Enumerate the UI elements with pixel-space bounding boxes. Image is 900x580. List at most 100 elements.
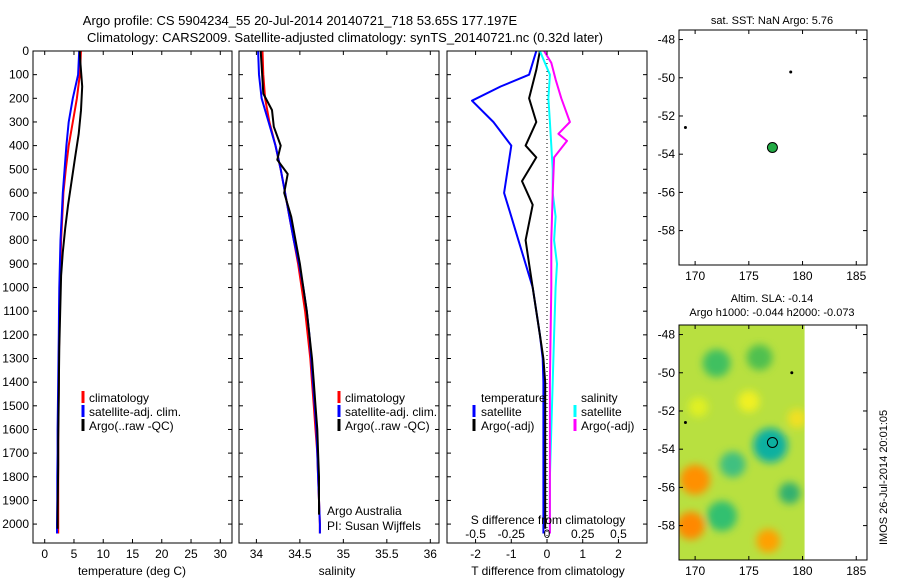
salinity-xtick-label: 35.5 bbox=[375, 547, 399, 561]
legend-t-argo-label: Argo(-adj) bbox=[481, 419, 534, 433]
salinity-xlabel: salinity bbox=[319, 564, 356, 578]
temperature-ytick-label: 1300 bbox=[2, 352, 29, 366]
sla-map-title-1: Altim. SLA: -0.14 bbox=[731, 293, 814, 305]
difference-xtick-label: 2 bbox=[615, 547, 622, 561]
sst-map-ytick-label: -58 bbox=[658, 224, 676, 238]
difference-xtick-label: 1 bbox=[579, 547, 586, 561]
sla-map-heatmap-blob bbox=[719, 451, 746, 478]
difference-xtick-label: -2 bbox=[470, 547, 481, 561]
difference-top-label: S difference from climatology bbox=[471, 513, 626, 527]
temperature-ytick-label: 200 bbox=[9, 91, 29, 105]
difference-series-3 bbox=[543, 50, 571, 534]
temperature-xtick-label: 5 bbox=[71, 547, 78, 561]
temperature-ytick-label: 100 bbox=[9, 68, 29, 82]
temperature-ytick-label: 1200 bbox=[2, 328, 29, 342]
temperature-ytick-label: 500 bbox=[9, 162, 29, 176]
temperature-ytick-label: 400 bbox=[9, 139, 29, 153]
sst-map-plot-area bbox=[683, 70, 793, 153]
difference-plot-area bbox=[471, 50, 571, 543]
salinity-frame bbox=[238, 50, 440, 544]
salinity-xtick-label: 34.5 bbox=[288, 547, 312, 561]
sst-map-point bbox=[683, 125, 687, 129]
sla-map-point bbox=[790, 371, 794, 375]
temperature-ytick-label: 2000 bbox=[2, 517, 29, 531]
title-line-1: Argo profile: CS 5904234_55 20-Jul-2014 … bbox=[83, 13, 518, 28]
sla-map-plot-area bbox=[679, 325, 805, 560]
temperature-ytick-label: 1800 bbox=[2, 470, 29, 484]
salinity-axes: 34 34.5 35 35.5 36 bbox=[239, 50, 439, 561]
temperature-plot-area bbox=[56, 50, 84, 534]
sst-map-ytick-label: -56 bbox=[658, 185, 676, 199]
difference-series-0 bbox=[471, 50, 545, 534]
temperature-xtick-label: 25 bbox=[184, 547, 198, 561]
sla-map-heatmap bbox=[679, 325, 805, 560]
legend-s-satellite-label: satellite bbox=[581, 405, 622, 419]
salinity-series-1 bbox=[257, 50, 321, 534]
salinity-plot-area bbox=[257, 50, 321, 534]
sst-map-panel: sat. SST: NaN Argo: 5.76 170 175 180 185 -48… bbox=[658, 15, 868, 283]
sla-map-ytick-label: -52 bbox=[658, 404, 676, 418]
sst-map-xtick-label: 185 bbox=[846, 269, 866, 283]
sla-map-point bbox=[683, 420, 687, 424]
difference-series-2 bbox=[538, 50, 558, 534]
sla-map-heatmap-blob bbox=[738, 390, 760, 413]
difference-xlabel: T difference from climatology bbox=[471, 564, 625, 578]
annotation-pi: PI: Susan Wijffels bbox=[327, 519, 421, 533]
sst-map-title: sat. SST: NaN Argo: 5.76 bbox=[711, 15, 833, 27]
sla-map-heatmap-blob bbox=[702, 349, 731, 378]
difference-legend: temperature satellite Argo(-adj) salinit… bbox=[472, 391, 634, 433]
temperature-ytick-label: 1900 bbox=[2, 493, 29, 507]
sst-map-float-marker bbox=[766, 142, 778, 153]
sla-map-xtick-label: 185 bbox=[846, 564, 866, 578]
sla-map-heatmap-blob bbox=[787, 408, 805, 429]
salinity-panel: 34 34.5 35 35.5 36 salinity climatology sate… bbox=[238, 50, 440, 578]
legend-s-argo-label: Argo(-adj) bbox=[581, 419, 634, 433]
difference-frame bbox=[446, 50, 648, 544]
sla-map-float-marker bbox=[766, 437, 778, 448]
sla-map-heatmap-blob bbox=[679, 511, 705, 540]
legend-satellite-label: satellite-adj. clim. bbox=[345, 405, 437, 419]
sla-map-title-2: Argo h1000: -0.044 h2000: -0.073 bbox=[689, 307, 854, 319]
legend-argo-label: Argo(..raw -QC) bbox=[345, 419, 430, 433]
sst-map-ytick-label: -52 bbox=[658, 109, 676, 123]
sst-map-point bbox=[789, 70, 793, 74]
sla-map-xtick-label: 170 bbox=[685, 564, 705, 578]
sla-map-xtick-label: 175 bbox=[739, 564, 759, 578]
annotation-argo-australia: Argo Australia bbox=[327, 504, 402, 518]
temperature-series-2 bbox=[56, 50, 84, 529]
temperature-panel: 0 5 10 15 20 25 300100200300400500600700800900… bbox=[2, 44, 233, 578]
legend-argo-label: Argo(..raw -QC) bbox=[89, 419, 174, 433]
difference-panel: -2 -1 0 1 2 -0.5 -0.25 0 0.25 0.5 S difference fr… bbox=[446, 50, 648, 578]
sla-map-axes: 170 175 180 185 -48 -50 -52 -54 -56 -58 bbox=[658, 325, 867, 578]
sla-map-heatmap-blob bbox=[756, 529, 780, 553]
temperature-ytick-label: 1000 bbox=[2, 281, 29, 295]
temperature-xtick-label: 30 bbox=[214, 547, 228, 561]
sla-map-ytick-label: -58 bbox=[658, 519, 676, 533]
sla-map-heatmap-blob bbox=[753, 428, 788, 463]
sla-map-heatmap-blobs bbox=[679, 344, 805, 553]
temperature-ytick-label: 1100 bbox=[3, 304, 29, 318]
difference-stick-label: 0.25 bbox=[571, 527, 595, 541]
legend-satellite-label: satellite-adj. clim. bbox=[89, 405, 181, 419]
salinity-legend: climatology satellite-adj. clim. Argo(..… bbox=[337, 391, 437, 433]
temperature-xtick-label: 20 bbox=[155, 547, 169, 561]
sst-map-ytick-label: -54 bbox=[658, 147, 676, 161]
temperature-ytick-label: 300 bbox=[9, 115, 29, 129]
sla-map-frame bbox=[678, 324, 868, 561]
title-line-2: Climatology: CARS2009. Satellite-adjuste… bbox=[87, 30, 603, 45]
difference-stick-label: -0.5 bbox=[465, 527, 486, 541]
sla-map-heatmap-blob bbox=[746, 344, 773, 371]
temperature-ytick-label: 1400 bbox=[2, 375, 29, 389]
sst-map-xtick-label: 175 bbox=[739, 269, 759, 283]
sla-map-heatmap-blob bbox=[688, 397, 709, 417]
legend-climatology-label: climatology bbox=[89, 391, 149, 405]
difference-series-1 bbox=[521, 50, 547, 529]
legend-temperature-title: temperature bbox=[481, 391, 546, 405]
difference-stick-label: 0 bbox=[544, 527, 551, 541]
temperature-ytick-label: 900 bbox=[9, 257, 29, 271]
temperature-xtick-label: 0 bbox=[41, 547, 48, 561]
temperature-ytick-label: 700 bbox=[9, 210, 29, 224]
salinity-xtick-label: 35 bbox=[337, 547, 351, 561]
sst-map-xtick-label: 170 bbox=[685, 269, 705, 283]
temperature-ytick-label: 0 bbox=[22, 44, 29, 58]
